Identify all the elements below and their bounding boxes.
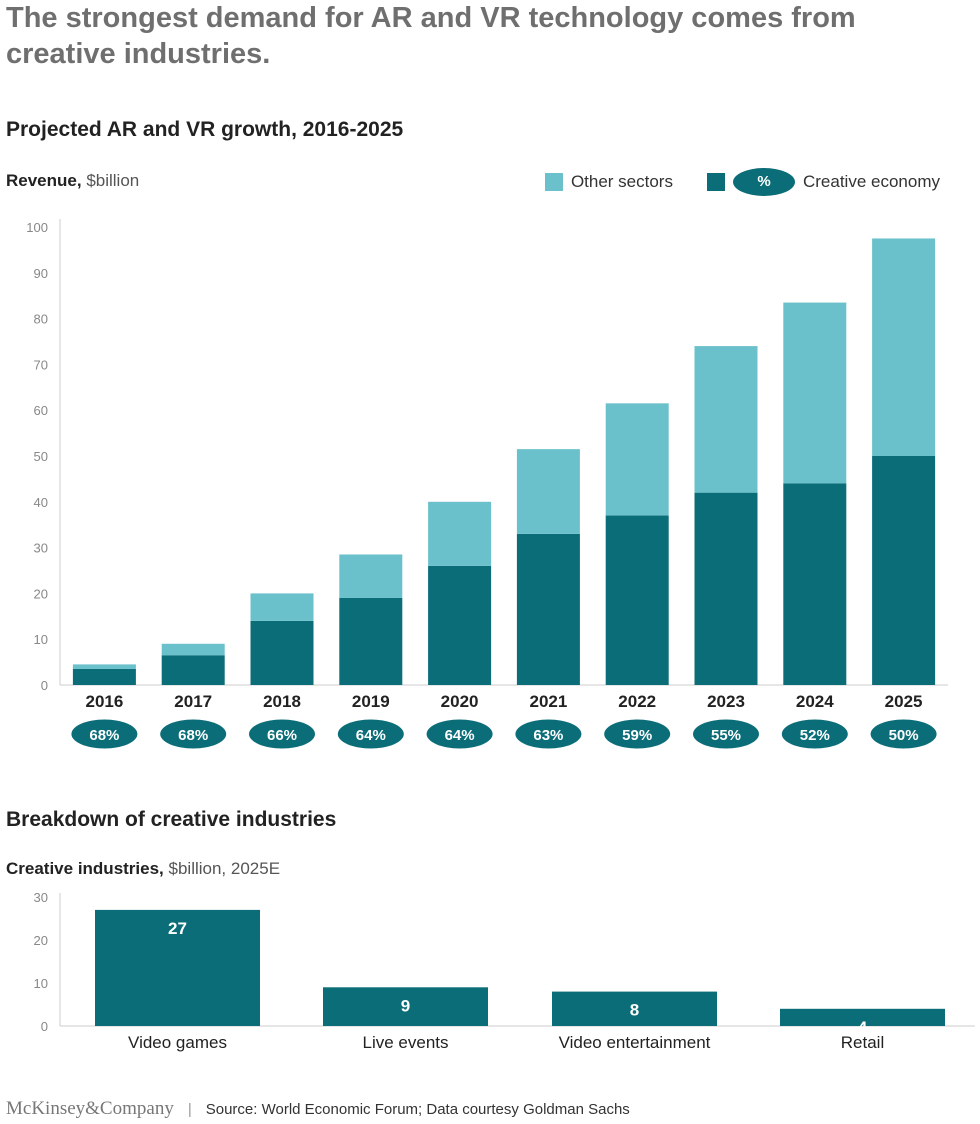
bar-creative-economy xyxy=(783,483,847,685)
y-tick-label: 30 xyxy=(34,890,48,905)
y-tick-label: 40 xyxy=(34,495,48,510)
y-tick-label: 90 xyxy=(34,266,48,281)
y-tick-label: 0 xyxy=(41,678,48,693)
share-pill xyxy=(71,719,138,749)
share-pill-label: 64% xyxy=(445,727,475,744)
legend-label-other: Other sectors xyxy=(570,172,673,191)
x-tick-label: 2017 xyxy=(174,692,212,711)
legend-pct-pill: % xyxy=(732,168,795,196)
bar-video-games xyxy=(95,909,260,1026)
data-label: 8 xyxy=(630,1001,639,1020)
x-tick-label: 2021 xyxy=(529,692,567,711)
footer: McKinsey&Company | Source: World Economi… xyxy=(6,1098,630,1120)
share-pill xyxy=(870,719,937,749)
y-tick-label: 20 xyxy=(34,586,48,601)
share-pill xyxy=(693,719,759,749)
y-tick-label: 10 xyxy=(34,632,48,647)
bar-video-entertainment xyxy=(552,991,717,1026)
bar-other-sectors xyxy=(783,302,847,484)
chart1-unit-rest: $billion xyxy=(81,171,140,190)
creative-breakdown-chart: 0 10 20 30 27 Video games 9 Live events 8 Video e… xyxy=(34,890,975,1052)
share-pill-label: 52% xyxy=(800,727,830,744)
x-tick-label: Video entertainment xyxy=(559,1033,711,1052)
data-label: 27 xyxy=(168,919,187,938)
share-pill-label: 64% xyxy=(356,727,386,744)
x-tick-label: 2019 xyxy=(352,692,390,711)
x-tick-label: 2022 xyxy=(618,692,656,711)
x-tick-label: 2024 xyxy=(796,692,834,711)
chart2-title: Breakdown of creative industries xyxy=(6,808,337,831)
x-tick-label: Retail xyxy=(841,1033,884,1052)
y-tick-label: 70 xyxy=(34,357,48,372)
x-tick-label: 2016 xyxy=(85,692,123,711)
share-pill-label: 55% xyxy=(711,727,741,744)
y-tick-label: 50 xyxy=(34,449,48,464)
bar-creative-economy xyxy=(428,565,492,685)
bar-other-sectors xyxy=(250,593,314,621)
x-tick-label: 2020 xyxy=(441,692,479,711)
chart1-unit-label: Revenue, $billion xyxy=(6,171,139,191)
bar-other-sectors xyxy=(428,501,492,566)
footer-separator: | xyxy=(187,1100,192,1118)
mckinsey-logo: McKinsey&Company xyxy=(6,1098,174,1119)
bar-creative-economy xyxy=(339,597,403,685)
x-tick-label: 2018 xyxy=(263,692,301,711)
bar-other-sectors xyxy=(605,403,669,516)
share-pill xyxy=(781,719,848,749)
y-tick-label: 20 xyxy=(34,933,48,948)
y-tick-label: 0 xyxy=(41,1019,48,1034)
bar-creative-economy xyxy=(694,492,758,685)
share-pill xyxy=(515,719,582,749)
bar-other-sectors xyxy=(694,346,758,493)
data-label: 4 xyxy=(858,1018,868,1037)
legend-label-creative: Creative economy xyxy=(802,172,940,191)
y-tick-label: 80 xyxy=(34,312,48,327)
bar-other-sectors xyxy=(516,449,580,534)
chart2-unit-rest: $billion, 2025E xyxy=(163,859,281,878)
share-pill xyxy=(426,719,493,749)
y-tick-label: 10 xyxy=(34,976,48,991)
share-pill xyxy=(160,719,227,749)
data-label: 9 xyxy=(401,996,410,1015)
share-pill-label: 68% xyxy=(89,727,119,744)
bar-other-sectors xyxy=(72,664,136,669)
x-tick-label: Video games xyxy=(128,1033,227,1052)
chart2-unit-bold: Creative industries, xyxy=(6,859,164,878)
share-pill-label: 68% xyxy=(178,727,208,744)
bar-other-sectors xyxy=(872,238,936,456)
bar-other-sectors xyxy=(161,643,225,656)
bar-creative-economy xyxy=(605,515,669,685)
bar-creative-economy xyxy=(72,668,136,685)
share-pill-label: 59% xyxy=(622,727,652,744)
share-pill-label: 66% xyxy=(267,727,297,744)
legend-swatch-creative xyxy=(706,173,725,191)
source-note: Source: World Economic Forum; Data court… xyxy=(205,1100,630,1118)
share-pill xyxy=(337,719,404,749)
y-tick-label: 60 xyxy=(34,403,48,418)
bar-creative-economy xyxy=(872,456,936,685)
bar-retail xyxy=(780,1008,945,1026)
bar-other-sectors xyxy=(339,554,403,598)
bar-live-events xyxy=(323,987,488,1026)
bar-creative-economy xyxy=(516,533,580,685)
legend-swatch-other xyxy=(544,173,563,191)
stacked-bar-chart: 0 10 20 30 40 50 60 70 80 90 100 2016 68% 2017 68% 2018… xyxy=(26,219,948,749)
legend: Other sectors % Creative economy xyxy=(544,168,940,196)
bar-creative-economy xyxy=(250,620,314,685)
share-pill-label: 63% xyxy=(533,727,563,744)
chart1-unit-bold: Revenue, xyxy=(6,171,82,190)
x-tick-label: 2025 xyxy=(885,692,923,711)
x-tick-label: 2023 xyxy=(707,692,745,711)
headline: The strongest demand for AR and VR techn… xyxy=(6,2,856,70)
share-pill xyxy=(249,719,315,749)
chart2-unit-label: Creative industries, $billion, 2025E xyxy=(6,859,280,879)
bar-creative-economy xyxy=(161,655,225,685)
chart1-title: Projected AR and VR growth, 2016-2025 xyxy=(6,118,404,141)
y-tick-label: 100 xyxy=(26,220,48,235)
share-pill xyxy=(604,719,671,749)
share-pill-label: 50% xyxy=(889,727,919,744)
x-tick-label: Live events xyxy=(363,1033,449,1052)
y-tick-label: 30 xyxy=(34,541,48,556)
